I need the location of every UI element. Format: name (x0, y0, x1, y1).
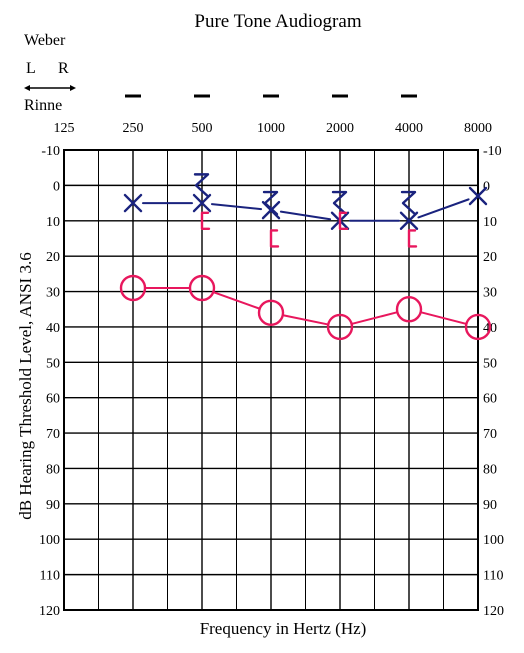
weber-left-label: L (26, 60, 36, 77)
y-tick-label-right: 120 (483, 604, 504, 619)
x-tick-label: 500 (192, 121, 213, 136)
y-tick-label-left: 80 (46, 462, 60, 477)
series-layer (119, 173, 492, 341)
marker-o (464, 313, 492, 341)
marker-bone-masked (400, 190, 417, 216)
y-tick-label-right: 70 (483, 427, 497, 442)
marker-bracket (200, 211, 211, 230)
marker-x (399, 211, 419, 230)
marker-bone-masked (193, 173, 210, 198)
marker-bracket (269, 229, 280, 248)
series-0 (123, 186, 488, 230)
rinne-label: Rinne (24, 97, 62, 114)
y-tick-label-left: 100 (39, 533, 60, 548)
y-tick-label-right: 50 (483, 356, 497, 371)
series-2 (193, 173, 417, 216)
y-tick-labels-left: -10 0 10 20 30 40 50 60 70 80 90 100 110 120 (39, 144, 60, 619)
y-tick-label-left: 30 (46, 286, 60, 301)
weber-right-label: R (58, 60, 69, 77)
y-tick-label-left: 120 (39, 604, 60, 619)
series-connector (420, 311, 467, 325)
y-tick-label-right: 30 (483, 286, 497, 301)
y-tick-label-right: 80 (483, 462, 497, 477)
series-connector (351, 311, 398, 325)
marker-o (257, 299, 285, 326)
x-tick-labels: 125 250 500 1000 2000 4000 8000 (54, 121, 493, 136)
x-tick-label: 250 (123, 121, 144, 136)
y-tick-label-left: 110 (40, 569, 60, 584)
x-tick-label: 4000 (395, 121, 423, 136)
y-tick-label-right: 10 (483, 215, 497, 230)
marker-x (192, 193, 212, 213)
x-tick-label: 8000 (464, 121, 492, 136)
y-tick-label-left: 90 (46, 498, 60, 513)
y-tick-label-left: 70 (46, 427, 60, 442)
grid (63, 149, 479, 611)
marker-o (188, 274, 216, 302)
marker-bone-masked (262, 190, 279, 216)
marker-x (123, 193, 143, 213)
y-tick-label-right: 90 (483, 498, 497, 513)
series-connector (417, 198, 470, 219)
series-connector (282, 314, 329, 326)
y-tick-label-left: 60 (46, 392, 60, 407)
y-tick-label-right: 60 (483, 392, 497, 407)
chart-title: Pure Tone Audiogram (194, 11, 361, 32)
y-tick-label-right: 20 (483, 250, 497, 265)
y-tick-label-left: 10 (46, 215, 60, 230)
y-tick-label-right: 0 (483, 179, 490, 194)
series-connector (210, 203, 263, 211)
marker-o (395, 296, 423, 323)
marker-bracket (407, 229, 418, 248)
series-3 (200, 211, 418, 248)
y-tick-label-left: 40 (46, 321, 60, 336)
x-axis-label: Frequency in Hertz (Hz) (200, 619, 367, 638)
y-tick-label-left: 50 (46, 356, 60, 371)
marker-bracket (338, 211, 349, 230)
y-tick-label-right: 100 (483, 533, 504, 548)
y-axis-label: dB Hearing Threshold Level, ANSI 3.6 (16, 252, 35, 519)
y-tick-label-left: 0 (53, 179, 60, 194)
y-tick-label-left: -10 (41, 144, 60, 159)
y-tick-label-left: 20 (46, 250, 60, 265)
x-tick-label: 1000 (257, 121, 285, 136)
x-tick-label: 2000 (326, 121, 354, 136)
marker-bone-masked (331, 190, 348, 216)
y-tick-label-right: 110 (483, 569, 503, 584)
weber-double-arrow (24, 85, 76, 91)
series-connector (213, 291, 260, 310)
x-tick-label: 125 (54, 121, 75, 136)
y-tick-label-right: -10 (483, 144, 502, 159)
marker-o (326, 313, 354, 341)
marker-o (119, 274, 147, 302)
series-connector (279, 210, 332, 221)
weber-label: Weber (24, 32, 66, 49)
marker-x (468, 186, 488, 206)
series-1 (119, 274, 492, 341)
